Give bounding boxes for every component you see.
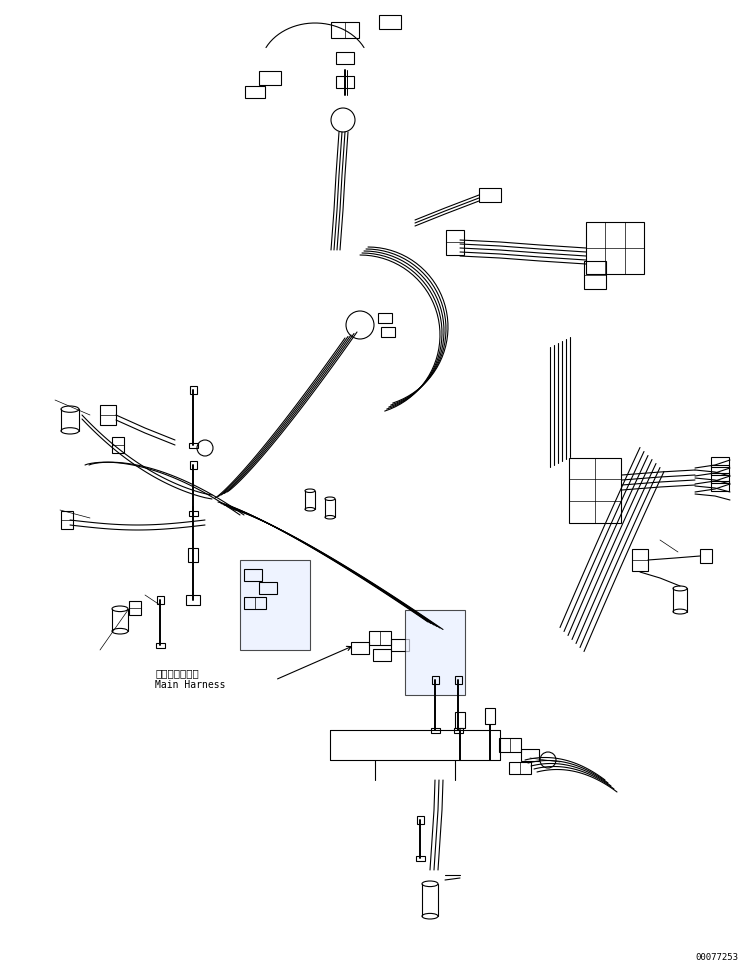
Bar <box>454 727 463 733</box>
Bar <box>711 465 729 475</box>
Bar <box>188 548 198 562</box>
Bar <box>509 762 531 774</box>
Bar <box>336 76 354 88</box>
Bar <box>632 549 648 571</box>
Bar <box>189 510 198 515</box>
Bar <box>479 188 501 202</box>
Bar <box>378 313 392 323</box>
Bar <box>245 86 265 98</box>
Bar <box>259 71 281 85</box>
Text: 00077253: 00077253 <box>695 953 738 962</box>
Bar <box>499 738 521 752</box>
Bar <box>584 261 606 289</box>
Bar <box>373 649 391 661</box>
Bar <box>61 511 73 529</box>
Text: メインハーネス: メインハーネス <box>155 668 199 678</box>
Bar <box>455 712 465 728</box>
Bar <box>586 222 644 274</box>
Bar <box>190 386 196 394</box>
Bar <box>711 473 729 483</box>
Bar <box>700 549 712 563</box>
Bar <box>485 708 495 724</box>
Bar <box>351 642 369 654</box>
Bar <box>379 15 401 29</box>
Bar <box>521 749 539 761</box>
Bar <box>430 727 439 733</box>
Bar <box>381 327 395 337</box>
Bar <box>156 596 164 604</box>
Bar <box>711 457 729 467</box>
Bar <box>190 461 196 469</box>
Bar <box>244 569 262 581</box>
Bar <box>331 22 359 38</box>
Bar <box>455 676 461 684</box>
Bar <box>446 229 464 255</box>
Bar <box>189 442 198 448</box>
Bar <box>112 437 124 453</box>
Bar <box>369 631 391 645</box>
Bar <box>569 458 621 522</box>
Bar <box>100 405 116 425</box>
Bar <box>259 582 277 594</box>
Text: Main Harness: Main Harness <box>155 680 226 690</box>
Bar <box>432 676 439 684</box>
Bar <box>415 856 424 861</box>
Bar <box>336 52 354 64</box>
Bar <box>711 481 729 491</box>
Bar <box>405 610 465 695</box>
Bar <box>391 639 409 651</box>
Bar <box>129 601 141 615</box>
Bar <box>417 816 424 824</box>
Bar <box>186 595 200 605</box>
Bar <box>240 560 310 650</box>
Bar <box>244 597 266 609</box>
Bar <box>156 642 165 647</box>
